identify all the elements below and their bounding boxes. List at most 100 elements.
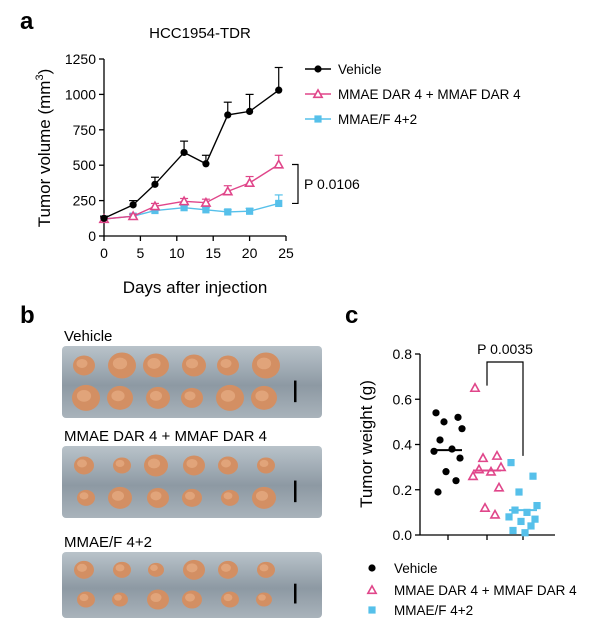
legend-marker bbox=[366, 584, 378, 595]
y-tick-label: 0.8 bbox=[393, 346, 413, 362]
tumor-photo-mmae-mmaf bbox=[62, 446, 322, 518]
scale-bar bbox=[294, 380, 297, 403]
panel-label-b: b bbox=[20, 302, 35, 329]
y-tick-label: 0.2 bbox=[393, 482, 413, 498]
data-point bbox=[275, 86, 283, 94]
tumor-highlight bbox=[221, 563, 231, 572]
data-point bbox=[244, 177, 256, 188]
photo-label-vehicle: Vehicle bbox=[64, 328, 113, 345]
data-point bbox=[491, 450, 503, 460]
data-point bbox=[509, 526, 517, 535]
data-point bbox=[521, 529, 529, 537]
legend-marker bbox=[314, 65, 322, 73]
y-tick-label: 1000 bbox=[65, 86, 96, 102]
data-point bbox=[531, 515, 539, 523]
data-point bbox=[432, 409, 440, 417]
panel-label-c: c bbox=[345, 302, 359, 329]
y-tick-label: 250 bbox=[73, 193, 97, 209]
tumor-highlight bbox=[114, 594, 122, 601]
data-point bbox=[515, 488, 523, 496]
data-point bbox=[493, 481, 505, 492]
data-point bbox=[442, 468, 450, 476]
x-tick-label: 5 bbox=[137, 245, 145, 261]
data-point bbox=[178, 195, 190, 206]
tumor-highlight bbox=[149, 390, 163, 401]
data-point bbox=[533, 501, 541, 510]
tumor-highlight bbox=[255, 390, 269, 402]
y-tick-label: 1250 bbox=[65, 51, 96, 67]
tumor-photo-image bbox=[74, 559, 297, 610]
data-point bbox=[434, 488, 442, 496]
data-point bbox=[100, 214, 108, 222]
legend-marker bbox=[312, 88, 324, 99]
tumor-highlight bbox=[186, 458, 198, 468]
tumor-highlight bbox=[115, 459, 125, 468]
data-point bbox=[489, 508, 501, 519]
data-point bbox=[202, 206, 210, 214]
data-point bbox=[180, 204, 188, 212]
data-point bbox=[149, 200, 161, 211]
data-point bbox=[456, 454, 464, 462]
legend-marker bbox=[368, 564, 376, 572]
data-point bbox=[523, 508, 531, 516]
series-line bbox=[103, 89, 280, 219]
data-point bbox=[448, 445, 456, 453]
tumor-highlight bbox=[256, 357, 272, 370]
tumor-highlight bbox=[258, 594, 266, 601]
data-point bbox=[430, 447, 438, 455]
x-tick-label: 10 bbox=[169, 245, 185, 261]
tumor-highlight bbox=[221, 459, 231, 468]
photo-label-mmae-mmaf: MMAE DAR 4 + MMAF DAR 4 bbox=[64, 428, 267, 445]
legend-label: Vehicle bbox=[394, 561, 438, 576]
tumor-highlight bbox=[185, 593, 195, 602]
tumor-highlight bbox=[150, 564, 158, 571]
photo-label-mmaef-4-2: MMAE/F 4+2 bbox=[64, 534, 152, 551]
tumor-highlight bbox=[111, 390, 125, 402]
data-point bbox=[200, 196, 212, 207]
data-point bbox=[529, 472, 537, 480]
p-value-label: P 0.0106 bbox=[304, 176, 360, 192]
x-tick-label: 20 bbox=[242, 245, 258, 261]
data-point bbox=[477, 452, 489, 463]
y-tick-label: 500 bbox=[73, 157, 97, 173]
tumor-highlight bbox=[220, 358, 232, 368]
data-point bbox=[273, 158, 285, 169]
data-point bbox=[507, 459, 515, 467]
data-point bbox=[495, 461, 507, 472]
x-tick-label: 0 bbox=[100, 245, 108, 261]
data-point bbox=[246, 107, 254, 115]
tumor-highlight bbox=[147, 358, 161, 369]
tumor-highlight bbox=[150, 491, 162, 501]
y-tick-label: 750 bbox=[73, 122, 97, 138]
data-point bbox=[224, 208, 232, 216]
tumor-photo-mmaef-4-2 bbox=[62, 552, 322, 618]
tumor-weight-chart: 0.0 0.2 0.4 0.6 0.8 Tumor weight (g) P 0.0035 V… bbox=[357, 341, 577, 618]
x-axis-label: Days after injection bbox=[123, 278, 268, 297]
tumor-photo-vehicle bbox=[62, 346, 322, 418]
data-point bbox=[454, 413, 462, 421]
chart-title: HCC1954-TDR bbox=[149, 25, 251, 42]
scale-bar bbox=[294, 583, 297, 604]
tumor-highlight bbox=[223, 492, 233, 500]
data-point bbox=[151, 180, 159, 188]
data-point bbox=[467, 470, 479, 481]
data-point bbox=[458, 425, 466, 433]
data-point bbox=[180, 148, 188, 157]
y-axis-label: Tumor volume (mm3) bbox=[34, 69, 54, 228]
tumor-highlight bbox=[223, 593, 233, 602]
data-point bbox=[469, 382, 481, 393]
tumor-highlight bbox=[111, 490, 125, 501]
data-point bbox=[473, 463, 485, 474]
tumor-highlight bbox=[259, 459, 269, 468]
y-tick-label: 0 bbox=[88, 228, 96, 244]
y-tick-label: 0.6 bbox=[393, 391, 413, 407]
data-point bbox=[202, 160, 210, 168]
tumor-highlight bbox=[255, 490, 269, 501]
tumor-highlight bbox=[185, 491, 195, 500]
tumor-highlight bbox=[259, 564, 269, 572]
tumor-highlight bbox=[186, 563, 198, 573]
data-point bbox=[479, 502, 491, 512]
legend-label: MMAE DAR 4 + MMAF DAR 4 bbox=[394, 583, 577, 598]
significance-bracket bbox=[292, 163, 299, 205]
y-axis-label: Tumor weight (g) bbox=[357, 380, 376, 508]
